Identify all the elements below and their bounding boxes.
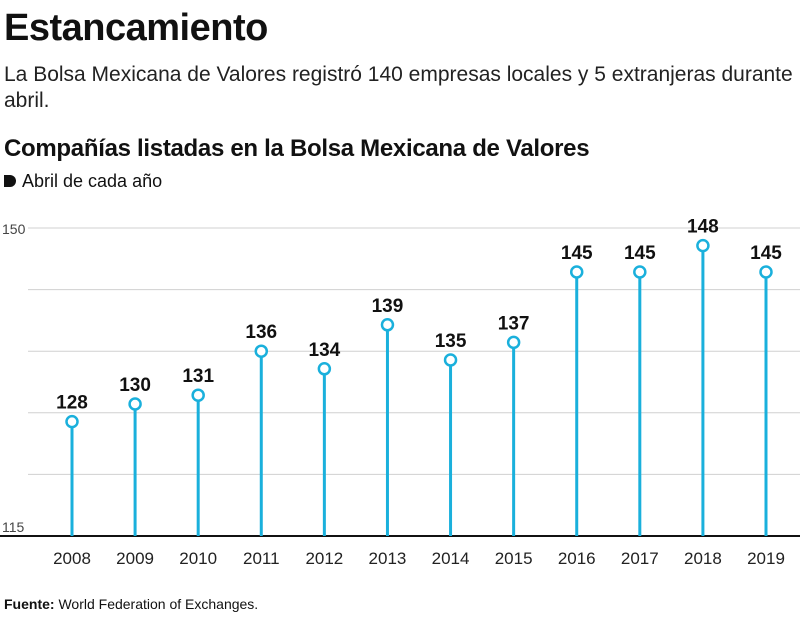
lollipop-dot [696, 238, 710, 253]
x-tick-label: 2018 [684, 549, 722, 568]
x-tick-label: 2012 [305, 549, 343, 568]
headline: Estancamiento [4, 7, 268, 49]
x-tick-label: 2014 [432, 549, 470, 568]
lollipop-dot [569, 265, 584, 279]
x-tick-label: 2010 [179, 549, 217, 568]
lollipop-dot [254, 344, 269, 358]
x-tick-label: 2011 [243, 549, 280, 568]
x-tick-label: 2015 [495, 549, 533, 568]
chart-subtitle: Abril de cada año [4, 170, 162, 192]
y-tick-label: 150 [2, 221, 26, 237]
data-label: 145 [624, 243, 656, 264]
data-label: 148 [687, 217, 719, 238]
x-tick-label: 2016 [558, 549, 596, 568]
lollipop-dot [506, 335, 521, 350]
dek-text: La Bolsa Mexicana de Valores registró 14… [4, 63, 793, 112]
lollipop-dot [191, 388, 205, 402]
data-label: 136 [245, 322, 277, 343]
data-label: 134 [309, 340, 341, 361]
source-label: Fuente: [4, 596, 55, 612]
chart-subtitle-text: Abril de cada año [22, 171, 163, 191]
lollipop-dot [759, 265, 773, 279]
data-label: 145 [750, 243, 782, 264]
lollipop-dot [128, 397, 142, 411]
lollipop-chart: 115 150 128 2008 130 2009 131 2010 136 2011 134 201… [0, 217, 800, 568]
x-tick-label: 2019 [747, 549, 785, 568]
chart-title: Compañías listadas en la Bolsa Mexicana … [4, 135, 590, 162]
source-text: World Federation of Exchanges. [58, 596, 259, 612]
data-label: 128 [56, 393, 88, 414]
lollipop-dot [443, 353, 458, 367]
data-label: 145 [561, 243, 593, 264]
lollipop-dot [633, 265, 647, 279]
x-tick-label: 2013 [369, 549, 407, 568]
x-tick-label: 2009 [116, 549, 154, 568]
lollipop-dot [65, 414, 79, 429]
lollipop-dot [380, 318, 395, 332]
x-tick-label: 2008 [53, 549, 91, 568]
lollipop-dot [317, 362, 332, 376]
y-tick-label: 115 [2, 519, 25, 535]
data-label: 131 [182, 366, 214, 387]
data-label: 130 [119, 375, 151, 396]
subtitle-marker-icon [4, 175, 16, 187]
source-note: Fuente: World Federation of Exchanges. [4, 595, 258, 613]
data-label: 137 [498, 313, 530, 334]
x-tick-label: 2017 [621, 549, 659, 568]
data-label: 135 [435, 331, 467, 352]
data-label: 139 [372, 296, 404, 317]
